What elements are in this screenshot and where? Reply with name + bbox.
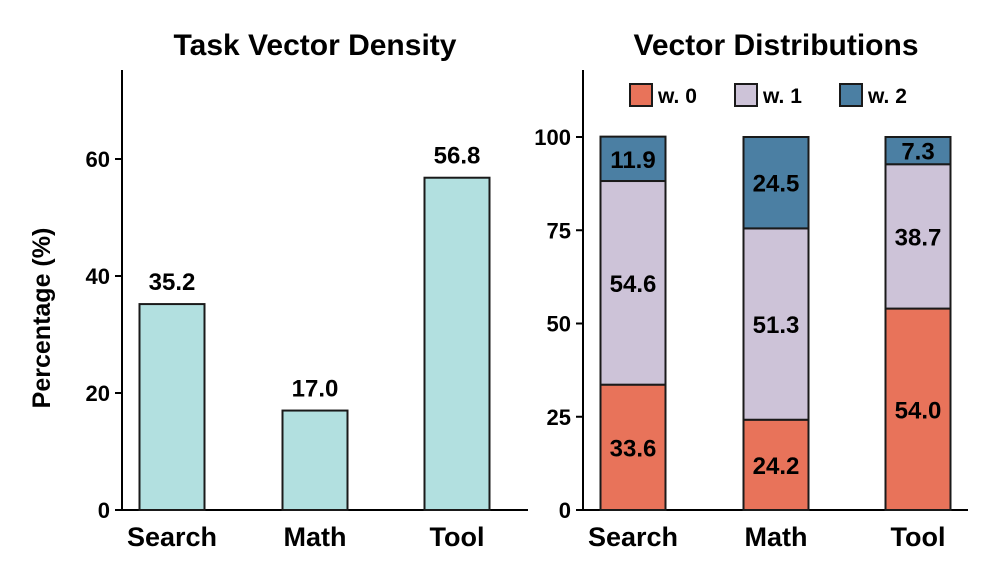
stacked-segment [599,135,667,183]
density-y-tick-label: 20 [86,381,110,406]
distribution-category-label: Search [588,522,678,552]
stacked-segment [742,227,810,421]
stacked-segment [599,383,667,511]
density-category-label: Math [284,522,347,552]
distribution-y-tick-label: 50 [547,312,571,337]
density-y-tick-label: 60 [86,147,110,172]
stacked-segment [742,136,810,230]
density-bar [138,303,206,511]
distribution-y-tick-label: 75 [547,218,571,243]
density-chart: Task Vector Density Percentage (%) 0 20 40… [28,29,528,552]
legend-label: w. 0 [657,85,697,108]
distribution-legend: w. 0 w. 1 w. 2 [629,83,907,108]
density-chart-title: Task Vector Density [174,29,457,62]
legend-swatch [629,83,653,107]
distribution-y-tick-label: 25 [547,405,571,430]
density-y-tick-label: 0 [98,498,110,523]
density-bar-value: 35.2 [149,269,196,296]
density-category-label: Tool [430,522,485,552]
segment-value: 54.6 [610,271,657,298]
density-bar-value: 17.0 [292,376,339,403]
segment-value: 7.3 [901,139,934,166]
segment-value: 54.0 [895,397,942,424]
stacked-segment [884,136,952,166]
stacked-segment [742,418,810,512]
density-bar [423,176,491,511]
stacked-segment [884,307,952,511]
legend-swatch [839,83,863,107]
segment-value: 38.7 [895,224,942,251]
stacked-segment [884,163,952,310]
distribution-plot-area: 0 25 50 75 100 33.6 54.6 11.9 Search 24.2 51.3 24.5… [534,70,968,552]
density-y-axis-label: Percentage (%) [28,228,56,409]
distribution-category-label: Math [745,522,808,552]
segment-value: 24.2 [753,453,800,480]
legend-label: w. 2 [867,85,907,108]
density-bar [281,409,349,511]
density-category-label: Search [127,522,217,552]
stacked-segment [599,180,667,386]
distribution-y-tick-label: 100 [534,125,571,150]
density-plot-area: 0 20 40 60 35.2 Search 17.0 Math 56.8 Tool [86,70,528,552]
segment-value: 51.3 [753,312,800,339]
segment-value: 24.5 [753,171,800,198]
segment-value: 11.9 [610,147,655,174]
density-y-tick-label: 40 [86,264,110,289]
legend-swatch [734,83,758,107]
density-bar-value: 56.8 [434,143,481,170]
distribution-chart-title: Vector Distributions [633,29,918,62]
distribution-category-label: Tool [891,522,946,552]
segment-value: 33.6 [610,435,657,462]
distribution-chart: Vector Distributions w. 0 w. 1 w. 2 0 25 50 7… [534,29,968,552]
distribution-y-tick-label: 0 [559,498,571,523]
legend-label: w. 1 [762,85,802,108]
